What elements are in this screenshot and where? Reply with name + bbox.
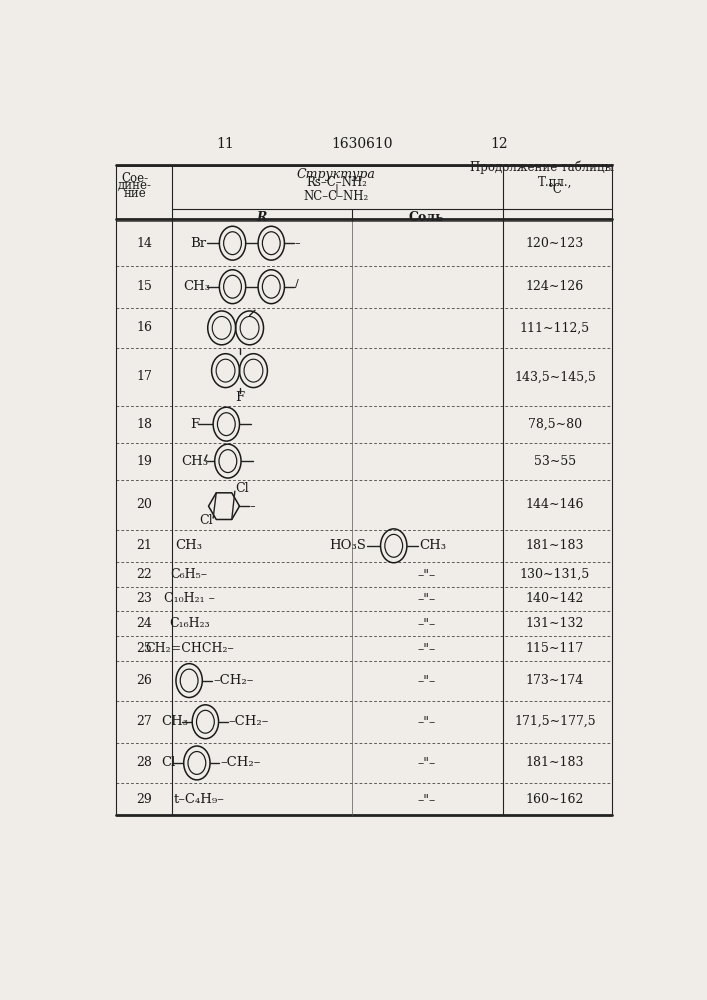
Text: –: – xyxy=(295,238,300,248)
Text: ние: ние xyxy=(124,187,146,200)
Text: t–C₄H₉–: t–C₄H₉– xyxy=(174,793,225,806)
Text: 171,5∼177,5: 171,5∼177,5 xyxy=(514,715,596,728)
Text: 78,5∼80: 78,5∼80 xyxy=(528,418,582,431)
Text: Cl: Cl xyxy=(235,482,248,495)
Text: –CH₂–: –CH₂– xyxy=(228,715,269,728)
Text: Продолжение таблицы: Продолжение таблицы xyxy=(470,160,614,174)
Text: /: / xyxy=(295,279,298,289)
Text: 1630610: 1630610 xyxy=(331,137,392,151)
Text: Сое-: Сое- xyxy=(122,172,148,185)
Text: 12: 12 xyxy=(491,137,508,151)
Text: 144∼146: 144∼146 xyxy=(526,498,584,511)
Text: 22: 22 xyxy=(136,568,152,581)
Text: HO₃S: HO₃S xyxy=(329,539,366,552)
Text: 23: 23 xyxy=(136,592,152,605)
Text: –"–: –"– xyxy=(417,715,436,728)
Text: 27: 27 xyxy=(136,715,152,728)
Text: 111∼112,5: 111∼112,5 xyxy=(520,321,590,334)
Text: F: F xyxy=(191,418,200,431)
Text: 25: 25 xyxy=(136,642,152,655)
Text: Br: Br xyxy=(191,237,207,250)
Text: 15: 15 xyxy=(136,280,152,293)
Text: |: | xyxy=(334,184,339,197)
Text: 18: 18 xyxy=(136,418,152,431)
Text: 181∼183: 181∼183 xyxy=(526,539,584,552)
Text: 14: 14 xyxy=(136,237,152,250)
Text: дине-: дине- xyxy=(118,179,152,192)
Text: 124∼126: 124∼126 xyxy=(526,280,584,293)
Text: Структура: Структура xyxy=(297,168,376,181)
Text: Rs–С–NH₂: Rs–С–NH₂ xyxy=(306,176,367,189)
Text: R: R xyxy=(257,211,267,224)
Text: 53∼55: 53∼55 xyxy=(534,455,576,468)
Text: 160∼162: 160∼162 xyxy=(526,793,584,806)
Text: CH₃: CH₃ xyxy=(183,280,210,293)
Text: CH₃: CH₃ xyxy=(182,455,209,468)
Text: –CH₂–: –CH₂– xyxy=(220,756,260,769)
Text: CH₃: CH₃ xyxy=(161,715,188,728)
Text: 173∼174: 173∼174 xyxy=(526,674,584,687)
Text: –CH₂–: –CH₂– xyxy=(213,674,254,687)
Text: 26: 26 xyxy=(136,674,152,687)
Text: Т.пл.,: Т.пл., xyxy=(538,175,572,188)
Text: –"–: –"– xyxy=(417,793,436,806)
Text: °С: °С xyxy=(547,183,562,196)
Text: 143,5∼145,5: 143,5∼145,5 xyxy=(514,370,596,383)
Text: 29: 29 xyxy=(136,793,152,806)
Text: 16: 16 xyxy=(136,321,152,334)
Text: 181∼183: 181∼183 xyxy=(526,756,584,769)
Text: F: F xyxy=(235,391,244,404)
Text: –"–: –"– xyxy=(417,674,436,687)
Text: 24: 24 xyxy=(136,617,152,630)
Text: Cl: Cl xyxy=(199,514,213,527)
Text: CH₂=CHCH₂–: CH₂=CHCH₂– xyxy=(145,642,233,655)
Text: 28: 28 xyxy=(136,756,152,769)
Text: 20: 20 xyxy=(136,498,152,511)
Text: 11: 11 xyxy=(216,137,235,151)
Text: C₆H₅–: C₆H₅– xyxy=(170,568,208,581)
Text: 120∼123: 120∼123 xyxy=(526,237,584,250)
Text: –"–: –"– xyxy=(417,568,436,581)
Text: 21: 21 xyxy=(136,539,152,552)
Text: C₁₆H₂₃: C₁₆H₂₃ xyxy=(169,617,209,630)
Text: –"–: –"– xyxy=(417,756,436,769)
Text: C₁₀H₂₁ –: C₁₀H₂₁ – xyxy=(164,592,214,605)
Text: NC–С–NH₂: NC–С–NH₂ xyxy=(304,190,369,203)
Text: 115∼117: 115∼117 xyxy=(526,642,584,655)
Text: –"–: –"– xyxy=(417,592,436,605)
Text: 140∼142: 140∼142 xyxy=(526,592,584,605)
Text: 19: 19 xyxy=(136,455,152,468)
Text: CH₃: CH₃ xyxy=(419,539,446,552)
Text: 131∼132: 131∼132 xyxy=(526,617,584,630)
Text: 17: 17 xyxy=(136,370,152,383)
Text: Cl: Cl xyxy=(161,756,175,769)
Text: CH₃: CH₃ xyxy=(175,539,203,552)
Text: –"–: –"– xyxy=(417,642,436,655)
Text: Соль: Соль xyxy=(409,211,444,224)
Text: –"–: –"– xyxy=(417,617,436,630)
Text: 130∼131,5: 130∼131,5 xyxy=(520,568,590,581)
Text: –: – xyxy=(250,501,255,511)
